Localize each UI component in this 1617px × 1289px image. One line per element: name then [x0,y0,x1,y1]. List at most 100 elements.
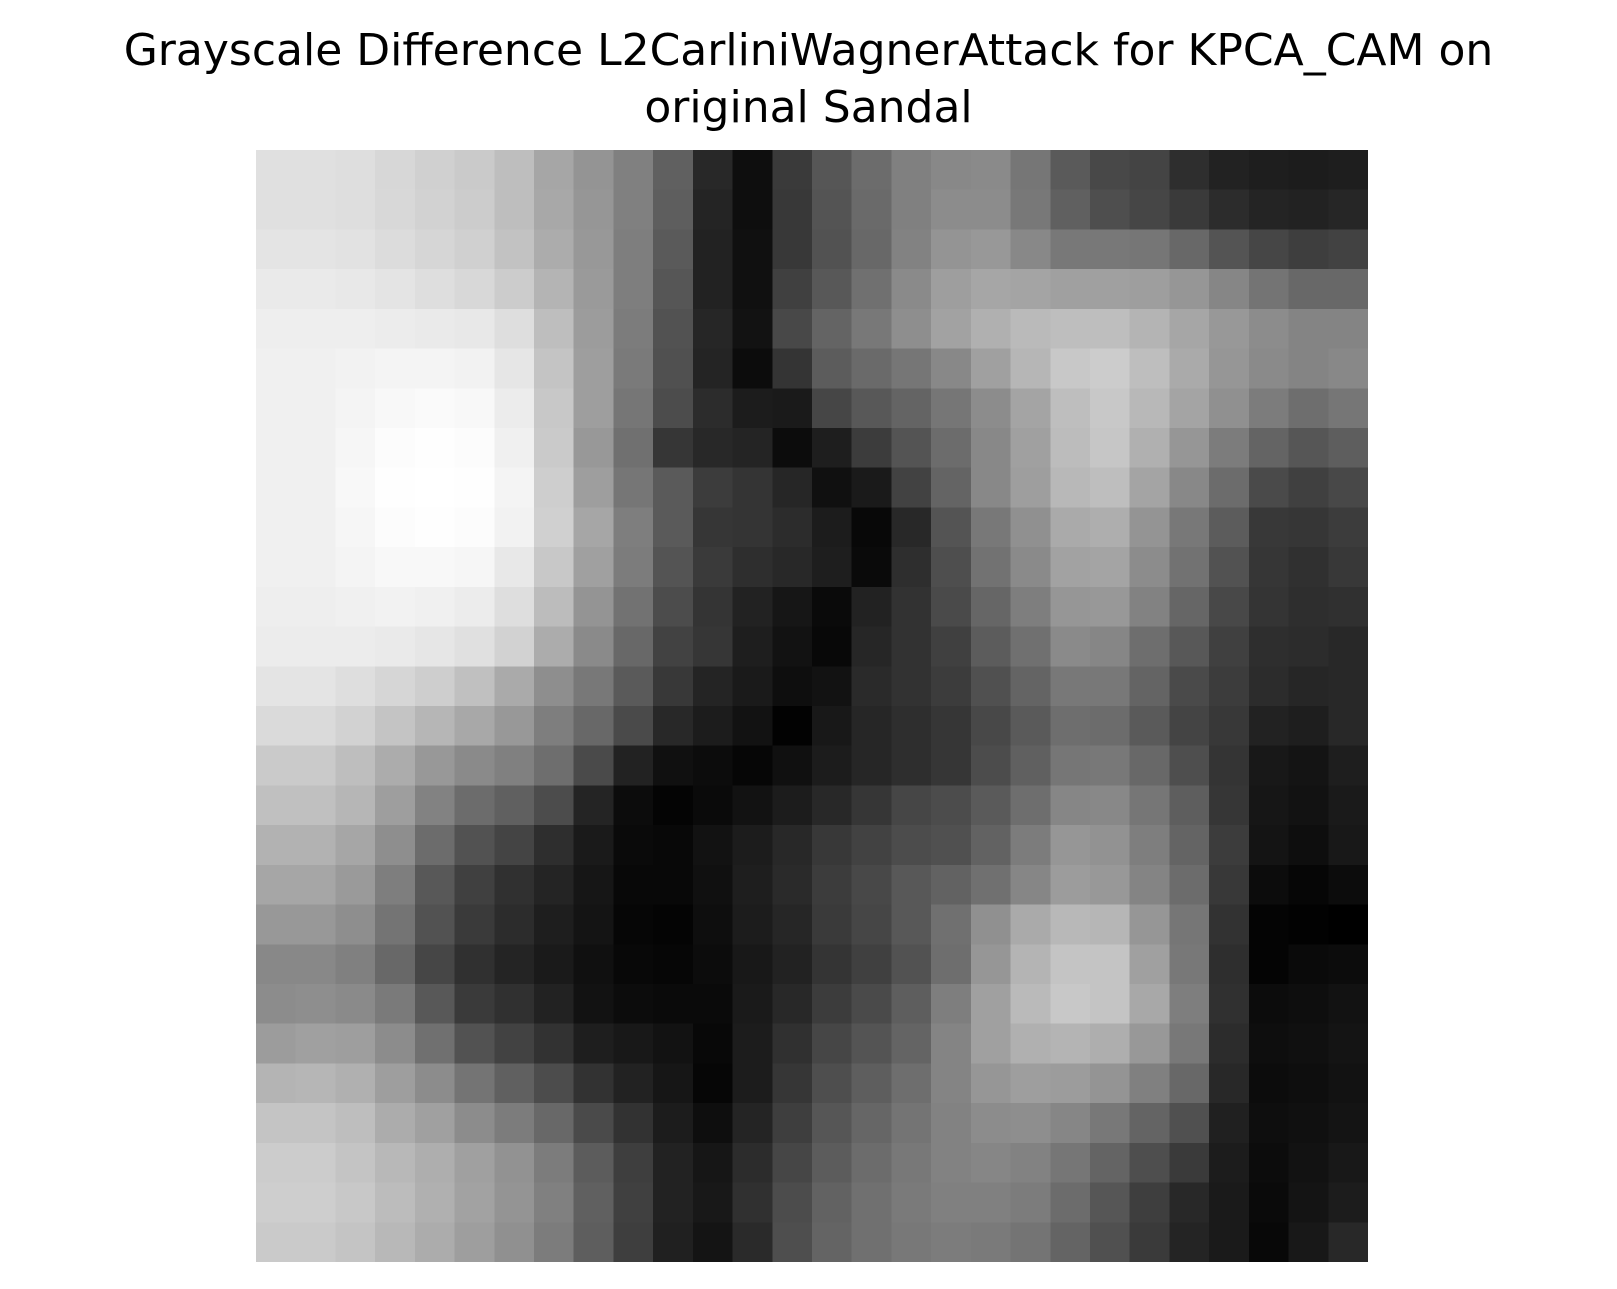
heatmap-cell-r0-c18 [970,150,1012,191]
heatmap-cell-r13-c9 [613,666,654,707]
heatmap-cell-r18-c12 [732,864,773,906]
heatmap-cell-r6-c8 [573,388,615,429]
heatmap-cell-r14-c27 [1328,706,1368,747]
heatmap-cell-r20-c18 [970,944,1012,985]
heatmap-cell-r4-c2 [335,308,376,350]
heatmap-cell-r17-c1 [295,825,337,866]
heatmap-cell-r16-c20 [1050,785,1091,826]
heatmap-cell-r7-c5 [454,428,495,469]
heatmap-cell-r11-c13 [772,586,813,628]
heatmap-cell-r21-c21 [1090,984,1131,1025]
heatmap-cell-r23-c23 [1169,1063,1210,1104]
heatmap-cell-r22-c23 [1169,1023,1210,1065]
heatmap-cell-r8-c23 [1169,467,1210,509]
heatmap-cell-r22-c20 [1050,1023,1091,1065]
heatmap-cell-r5-c16 [891,348,932,389]
heatmap-cell-r1-c8 [573,189,615,231]
heatmap-cell-r6-c5 [454,388,495,429]
heatmap-cell-r10-c4 [414,547,456,588]
heatmap-cell-r15-c16 [891,745,932,787]
heatmap-cell-r1-c17 [931,189,972,231]
heatmap-cell-r17-c6 [494,825,535,866]
heatmap-cell-r20-c23 [1169,944,1210,985]
heatmap-cell-r4-c23 [1169,308,1210,350]
heatmap-cell-r14-c23 [1169,706,1210,747]
heatmap-cell-r4-c9 [613,308,654,350]
heatmap-cell-r23-c20 [1050,1063,1091,1104]
heatmap-cell-r3-c16 [891,269,932,310]
heatmap-cell-r11-c5 [454,586,495,628]
heatmap-cell-r13-c0 [256,666,297,707]
heatmap-cell-r11-c3 [375,586,416,628]
heatmap-cell-r0-c2 [335,150,376,191]
heatmap-cell-r19-c3 [375,904,416,945]
heatmap-cell-r1-c3 [375,189,416,231]
heatmap-cell-r6-c13 [772,388,813,429]
heatmap-cell-r27-c17 [931,1222,972,1262]
heatmap-cell-r25-c6 [494,1142,535,1184]
heatmap-cell-r5-c14 [812,348,853,389]
heatmap-cell-r9-c14 [812,507,853,548]
heatmap-cell-r23-c3 [375,1063,416,1104]
heatmap-cell-r13-c27 [1328,666,1368,707]
heatmap-cell-r0-c1 [295,150,337,191]
heatmap-cell-r6-c16 [891,388,932,429]
heatmap-cell-r21-c6 [494,984,535,1025]
heatmap-cell-r0-c25 [1248,150,1290,191]
heatmap-cell-r9-c19 [1010,507,1051,548]
heatmap-cell-r11-c20 [1050,586,1091,628]
heatmap-cell-r2-c2 [335,229,376,270]
heatmap-cell-r15-c25 [1248,745,1290,787]
heatmap-cell-r19-c15 [851,904,893,945]
heatmap-cell-r17-c10 [653,825,694,866]
heatmap-cell-r18-c9 [613,864,654,906]
heatmap-cell-r12-c3 [375,626,416,667]
heatmap-cell-r27-c20 [1050,1222,1091,1262]
heatmap-cell-r12-c1 [295,626,337,667]
heatmap-cell-r24-c10 [653,1103,694,1144]
heatmap-cell-r5-c15 [851,348,893,389]
heatmap-cell-r26-c11 [692,1182,734,1223]
heatmap-cell-r8-c19 [1010,467,1051,509]
heatmap-cell-r8-c5 [454,467,495,509]
heatmap-cell-r10-c21 [1090,547,1131,588]
heatmap-cell-r16-c25 [1248,785,1290,826]
heatmap-cell-r10-c27 [1328,547,1368,588]
heatmap-cell-r26-c8 [573,1182,615,1223]
heatmap-cell-r21-c12 [732,984,773,1025]
heatmap-cell-r19-c27 [1328,904,1368,945]
heatmap-cell-r18-c16 [891,864,932,906]
heatmap-cell-r3-c3 [375,269,416,310]
heatmap-cell-r13-c19 [1010,666,1051,707]
heatmap-cell-r8-c25 [1248,467,1290,509]
heatmap-cell-r18-c21 [1090,864,1131,906]
heatmap-cell-r10-c18 [970,547,1012,588]
heatmap-cell-r10-c11 [692,547,734,588]
heatmap-cell-r13-c5 [454,666,495,707]
heatmap-cell-r4-c18 [970,308,1012,350]
heatmap-cell-r24-c8 [573,1103,615,1144]
heatmap-cell-r27-c26 [1288,1222,1329,1262]
heatmap-cell-r2-c13 [772,229,813,270]
heatmap-cell-r14-c9 [613,706,654,747]
heatmap-cell-r4-c22 [1129,308,1171,350]
heatmap-cell-r7-c24 [1209,428,1250,469]
heatmap-cell-r3-c2 [335,269,376,310]
chart-title-line-1: Grayscale Difference L2CarliniWagnerAtta… [123,25,1494,76]
heatmap-cell-r3-c26 [1288,269,1329,310]
heatmap-cell-r4-c7 [534,308,575,350]
heatmap-cell-r7-c23 [1169,428,1210,469]
heatmap-cell-r17-c8 [573,825,615,866]
heatmap-cell-r22-c13 [772,1023,813,1065]
heatmap-cell-r11-c18 [970,586,1012,628]
heatmap-cell-r1-c7 [534,189,575,231]
heatmap-cell-r3-c7 [534,269,575,310]
heatmap-cell-r10-c19 [1010,547,1051,588]
heatmap-cell-r12-c16 [891,626,932,667]
heatmap-cell-r0-c23 [1169,150,1210,191]
heatmap-cell-r22-c26 [1288,1023,1329,1065]
heatmap-cell-r26-c17 [931,1182,972,1223]
heatmap-cell-r18-c22 [1129,864,1171,906]
heatmap-cell-r4-c10 [653,308,694,350]
heatmap-cell-r13-c6 [494,666,535,707]
